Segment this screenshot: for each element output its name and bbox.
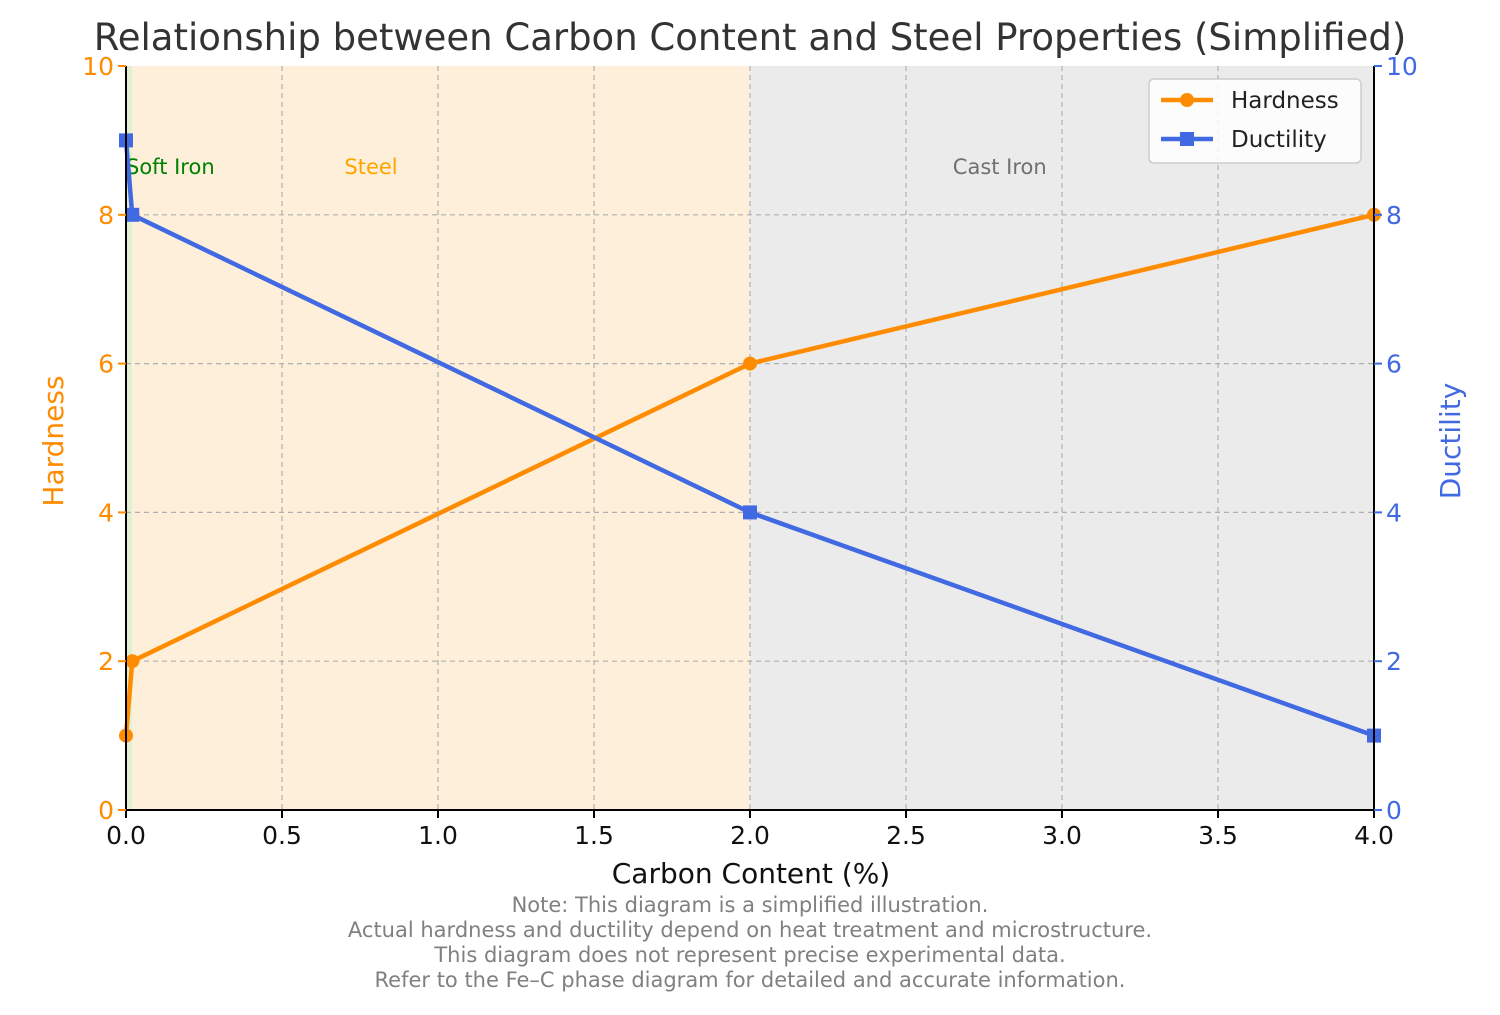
x-tick-label: 2.0 bbox=[730, 821, 770, 850]
x-axis-label: Carbon Content (%) bbox=[612, 857, 890, 890]
y-right-tick-label: 10 bbox=[1386, 52, 1418, 81]
ductility-series-line bbox=[123, 138, 1377, 738]
y-left-tick-label: 10 bbox=[82, 52, 114, 81]
y-left-tick-label: 4 bbox=[98, 498, 114, 527]
y-right-tick-label: 4 bbox=[1386, 498, 1402, 527]
x-tick-label: 0.0 bbox=[106, 821, 146, 850]
hardness-series-line bbox=[123, 212, 1377, 738]
region-steel bbox=[132, 66, 751, 810]
region-label-layer: Soft Iron Steel Cast Iron bbox=[126, 155, 1047, 179]
x-tick-label: 2.5 bbox=[886, 821, 926, 850]
y-left-tick-label: 0 bbox=[98, 796, 114, 825]
region-label: Soft Iron bbox=[126, 155, 215, 179]
legend: Hardness Ductility bbox=[1148, 78, 1362, 164]
footnote: Note: This diagram is a simplified illus… bbox=[0, 893, 1500, 993]
x-tick-label: 4.0 bbox=[1354, 821, 1394, 850]
y-right-tick-label: 6 bbox=[1386, 350, 1402, 379]
ductility-data-point bbox=[125, 207, 140, 222]
y-left-tick-label: 6 bbox=[98, 350, 114, 379]
region-layer bbox=[126, 66, 1374, 810]
hardness-data-point bbox=[743, 356, 757, 371]
x-tick-label: 1.5 bbox=[574, 821, 614, 850]
footnote-line: Actual hardness and ductility depend on … bbox=[347, 918, 1153, 942]
chart-title: Relationship between Carbon Content and … bbox=[94, 16, 1407, 59]
region-soft-iron bbox=[126, 66, 133, 810]
y-axis-right-label: Ductility bbox=[1434, 383, 1467, 500]
y-right-tick-label: 0 bbox=[1386, 796, 1402, 825]
x-tick-label: 3.5 bbox=[1198, 821, 1238, 850]
y-left-tick-label: 2 bbox=[98, 647, 114, 676]
region-label: Steel bbox=[344, 155, 397, 179]
footnote-line: Refer to the Fe–C phase diagram for deta… bbox=[374, 968, 1126, 992]
y-right-tick-label: 2 bbox=[1386, 647, 1402, 676]
ductility-legend-marker bbox=[1180, 132, 1194, 146]
y-right-tick-label: 8 bbox=[1386, 201, 1402, 230]
y-axis-left-label: Hardness bbox=[37, 375, 70, 506]
hardness-legend-label: Hardness bbox=[1231, 88, 1339, 114]
footnote-line: This diagram does not represent precise … bbox=[434, 943, 1066, 967]
ductility-data-point bbox=[743, 505, 757, 520]
region-label: Cast Iron bbox=[953, 155, 1047, 179]
ductility-legend-label: Ductility bbox=[1231, 127, 1327, 153]
tick-layer: 0.0 0.5 1.0 1.5 2.0 2.5 3.0 3.5 4.00 02 24 46 68 810 1… bbox=[82, 52, 1418, 850]
footnote-line: Note: This diagram is a simplified illus… bbox=[511, 893, 989, 917]
hardness-data-point bbox=[125, 654, 140, 669]
x-tick-label: 1.0 bbox=[418, 821, 458, 850]
x-tick-label: 0.5 bbox=[262, 821, 302, 850]
y-left-tick-label: 8 bbox=[98, 201, 114, 230]
hardness-legend-marker bbox=[1180, 93, 1194, 107]
x-tick-label: 3.0 bbox=[1042, 821, 1082, 850]
